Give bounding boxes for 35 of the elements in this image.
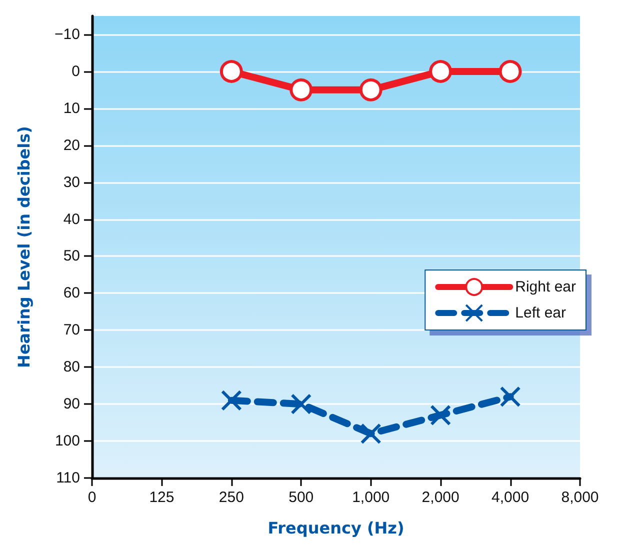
x-axis-title: Frequency (Hz) — [268, 518, 404, 538]
legend-label: Left ear — [515, 304, 566, 322]
x-tick-label: 2,000 — [422, 489, 460, 506]
y-tick-label: 110 — [56, 470, 80, 486]
x-tick-label: 0 — [88, 489, 96, 506]
y-tick-label: 0 — [72, 62, 80, 80]
y-tick-label: −10 — [54, 26, 80, 43]
point — [359, 78, 382, 102]
point — [220, 390, 242, 411]
y-tick-label: 100 — [54, 432, 80, 450]
y-tick-label: 30 — [63, 174, 80, 191]
point — [430, 404, 452, 426]
y-tick-label: 90 — [63, 396, 80, 413]
point — [290, 78, 313, 102]
x-tick-label: 4,000 — [492, 489, 530, 506]
x-tick-label: 125 — [149, 489, 174, 506]
legend-label: Right ear — [515, 278, 576, 296]
y-tick-label: 60 — [63, 284, 80, 302]
point — [220, 60, 243, 83]
y-axis-title: Hearing Level (in decibels) — [14, 126, 34, 368]
y-tick-label: 40 — [63, 210, 80, 228]
point — [498, 60, 522, 83]
point — [360, 423, 382, 444]
x-tick-label: 500 — [288, 489, 314, 506]
point — [429, 60, 452, 83]
y-tick-label: 70 — [63, 322, 80, 339]
y-tick-label: 50 — [63, 248, 80, 265]
point — [500, 386, 521, 408]
point — [290, 394, 312, 415]
y-tick-label: 10 — [63, 100, 80, 117]
x-tick-label: 250 — [218, 489, 244, 506]
y-tick-label: 80 — [63, 358, 80, 376]
x-tick-label: 8,000 — [561, 489, 599, 506]
y-tick-label: 20 — [63, 136, 80, 154]
x-tick-label: 1,000 — [352, 489, 390, 506]
